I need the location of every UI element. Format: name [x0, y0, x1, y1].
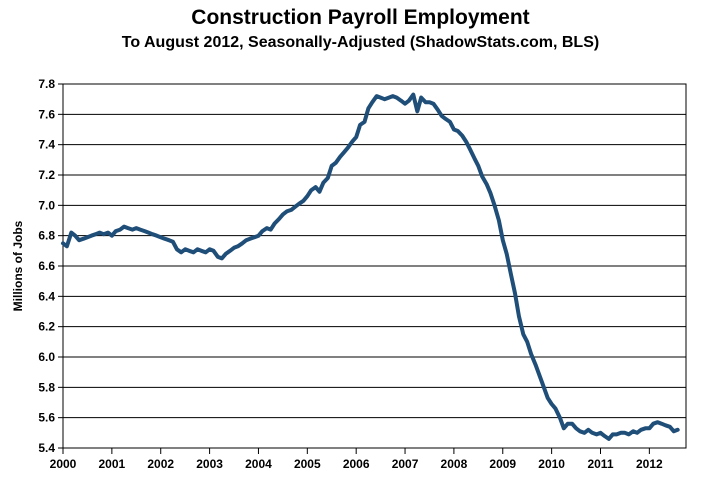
y-tick-label: 6.2 [38, 320, 55, 334]
x-tick-label: 2012 [636, 457, 663, 471]
y-tick-label: 7.8 [38, 77, 55, 91]
x-tick-label: 2010 [538, 457, 565, 471]
y-tick-label: 6.4 [38, 289, 55, 303]
x-tick-label: 2011 [587, 457, 613, 471]
y-axis-label: Millions of Jobs [11, 220, 25, 311]
x-tick-label: 2008 [441, 457, 468, 471]
x-tick-label: 2002 [147, 457, 174, 471]
y-tick-label: 7.4 [38, 138, 55, 152]
y-tick-label: 7.0 [38, 198, 55, 212]
x-tick-label: 2005 [294, 457, 321, 471]
y-tick-label: 5.8 [38, 380, 55, 394]
y-tick-label: 6.6 [38, 259, 55, 273]
series-line [61, 92, 680, 441]
y-tick-label: 6.8 [38, 229, 55, 243]
x-tick-label: 2007 [392, 457, 419, 471]
x-tick-label: 2001 [99, 457, 126, 471]
y-tick-label: 5.4 [38, 441, 55, 455]
chart-title: Construction Payroll Employment [191, 6, 530, 29]
y-tick-label: 5.6 [38, 411, 55, 425]
x-tick-label: 2004 [245, 457, 272, 471]
x-tick-label: 2003 [196, 457, 223, 471]
x-tick-label: 2009 [489, 457, 516, 471]
y-tick-label: 6.0 [38, 350, 55, 364]
chart-subtitle: To August 2012, Seasonally-Adjusted (Sha… [121, 34, 600, 51]
y-axis-ticks: 5.4 5.6 5.8 6.0 6.2 6.4 6.6 6.8 7.0 7.2 7.4 7.6 7.8 [38, 77, 63, 455]
x-tick-label: 2006 [343, 457, 370, 471]
gridlines [63, 83, 686, 449]
x-axis-ticks: 2000 2001 2002 2003 2004 2005 2006 2007 2008 2009… [50, 448, 663, 471]
x-tick-label: 2000 [50, 457, 77, 471]
series-layer [61, 92, 680, 441]
y-tick-label: 7.6 [38, 107, 55, 121]
y-tick-label: 7.2 [38, 168, 55, 182]
